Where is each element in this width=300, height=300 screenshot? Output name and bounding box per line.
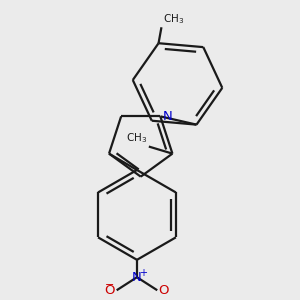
Text: N: N xyxy=(163,110,172,123)
Text: O: O xyxy=(105,284,115,297)
Text: −: − xyxy=(105,280,114,290)
Text: +: + xyxy=(139,268,147,278)
Text: CH$_3$: CH$_3$ xyxy=(126,131,147,145)
Text: N: N xyxy=(132,271,142,284)
Text: O: O xyxy=(159,284,169,297)
Text: CH$_3$: CH$_3$ xyxy=(163,12,184,26)
